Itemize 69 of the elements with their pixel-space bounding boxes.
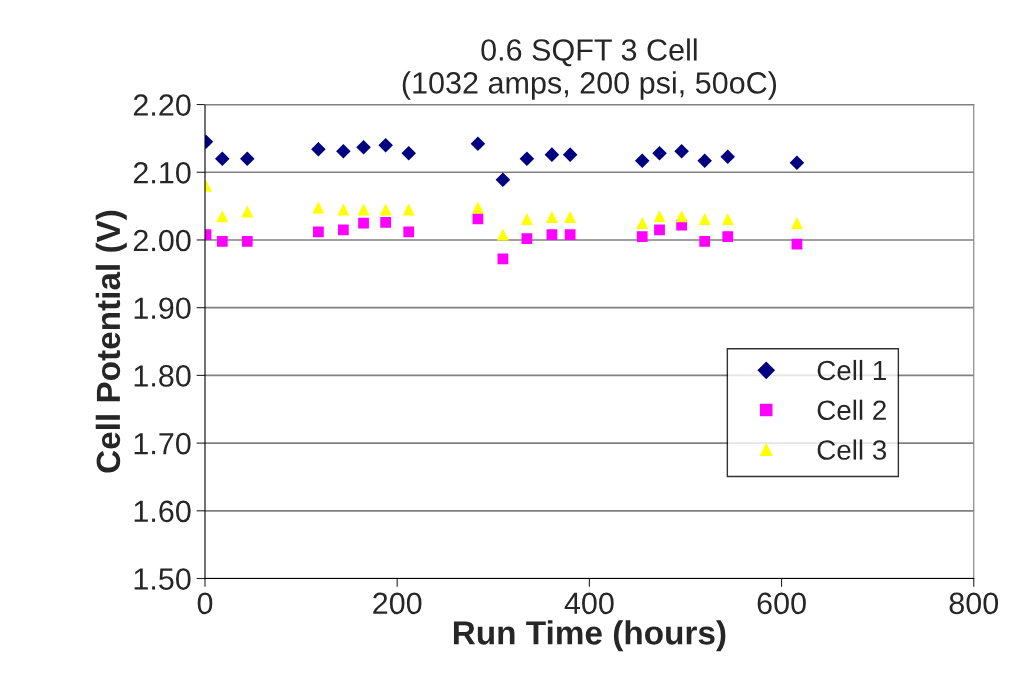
point — [311, 141, 326, 157]
point — [654, 224, 665, 236]
point — [636, 231, 648, 242]
point — [470, 136, 486, 152]
point — [337, 203, 350, 216]
point — [790, 217, 803, 230]
point — [240, 151, 255, 166]
point — [697, 153, 712, 169]
point — [402, 203, 415, 216]
point — [401, 146, 416, 161]
x-tick-label: 400 — [564, 592, 614, 615]
point — [636, 217, 649, 230]
y-tick-label: 1.60 — [134, 500, 191, 523]
point — [216, 235, 228, 247]
point — [564, 229, 576, 240]
legend-label: Cell 1 — [817, 359, 886, 381]
point — [699, 235, 711, 247]
point — [722, 231, 734, 242]
y-tick-label: 1.70 — [134, 432, 191, 455]
point — [403, 226, 415, 238]
point — [495, 172, 511, 187]
point — [789, 155, 805, 171]
x-tick-label: 600 — [757, 592, 806, 615]
point — [380, 216, 392, 228]
point — [471, 201, 484, 214]
point — [378, 137, 393, 153]
point — [721, 212, 734, 225]
point — [519, 151, 535, 166]
point — [675, 210, 688, 223]
y-tick-label: 1.50 — [134, 568, 191, 590]
point — [313, 226, 324, 238]
y-tick-label: 2.00 — [133, 229, 191, 252]
point — [241, 205, 254, 218]
point — [546, 229, 558, 240]
legend-label: Cell 3 — [817, 439, 887, 460]
point — [520, 212, 533, 225]
point — [358, 217, 369, 229]
point — [496, 228, 509, 241]
point — [652, 146, 667, 161]
point — [521, 233, 533, 244]
point — [216, 210, 229, 223]
x-axis-title: Run Time (hours) — [453, 620, 726, 652]
point — [720, 149, 736, 164]
point — [356, 139, 371, 155]
point — [241, 235, 253, 247]
chart-title: 0.6 SQFT 3 Cell (1032 amps, 200 psi, 50oC) — [402, 38, 777, 100]
legend-label: Cell 2 — [817, 399, 886, 421]
point — [336, 143, 351, 159]
point — [545, 210, 558, 223]
point — [634, 153, 650, 169]
point — [379, 203, 392, 216]
x-tick-label: 0 — [197, 592, 213, 615]
point — [215, 151, 230, 166]
point — [338, 224, 349, 236]
point — [312, 201, 325, 214]
y-tick-label: 2.10 — [133, 161, 191, 184]
point — [357, 203, 370, 216]
point — [564, 210, 577, 223]
y-tick-label: 2.20 — [133, 94, 191, 116]
point — [653, 210, 666, 223]
point — [544, 147, 560, 162]
y-axis-title: Cell Potential (V) — [95, 210, 127, 473]
point — [562, 147, 578, 162]
point — [698, 212, 711, 225]
point — [674, 143, 689, 159]
x-tick-label: 200 — [373, 592, 422, 615]
x-tick-label: 800 — [949, 592, 999, 615]
y-tick-label: 1.80 — [134, 365, 191, 387]
y-tick-label: 1.90 — [134, 297, 191, 320]
